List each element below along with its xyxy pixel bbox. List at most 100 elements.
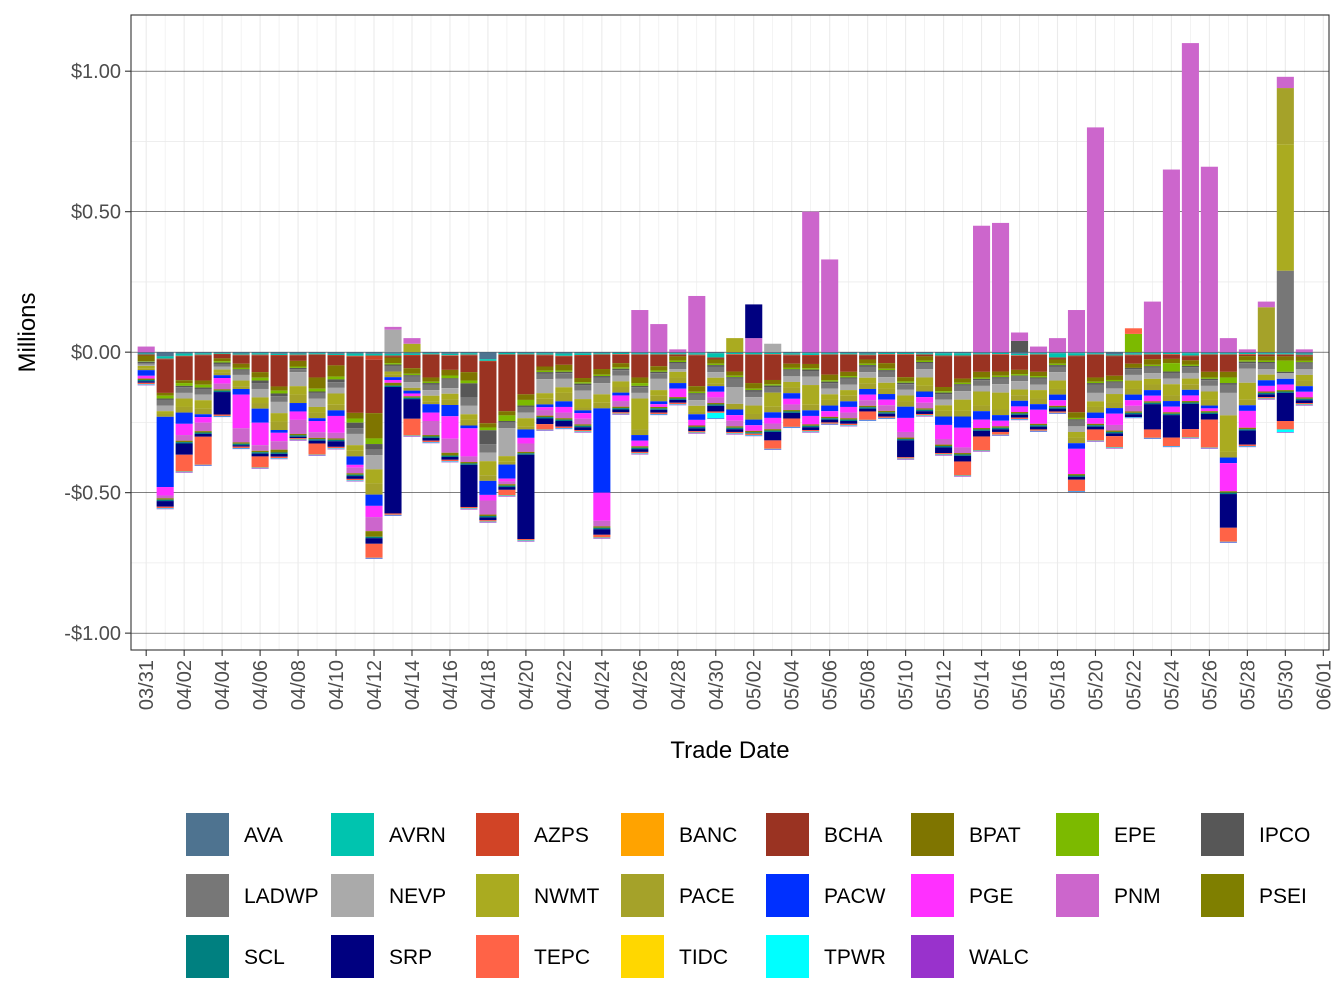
bar-segment-walc (156, 508, 174, 510)
bar-segment-avrn (859, 353, 877, 355)
bar-segment-pge (650, 404, 668, 407)
bar-segment-avrn (1276, 353, 1294, 355)
bar-segment-tepc (1162, 437, 1180, 447)
bar-segment-ipco (308, 391, 326, 393)
bar-segment-epe (593, 374, 611, 377)
bar-segment-ladwp (1124, 369, 1142, 375)
bar-segment-bpat (574, 378, 592, 383)
bar-segment-avrn (1029, 353, 1048, 355)
legend-label-nevp: NEVP (389, 885, 446, 908)
bar-segment-psei (973, 428, 991, 430)
bar-segment-azps (783, 354, 801, 356)
bar-segment-ladwp (726, 378, 744, 388)
legend-key-nwmt (476, 874, 519, 917)
bar-segment-srp (270, 453, 288, 457)
bar-segment-psei (1276, 390, 1294, 392)
bar-segment-nwmt (1181, 378, 1199, 385)
bar-segment-epe (403, 373, 421, 376)
bar-segment-srp (1086, 426, 1105, 430)
bar-segment-epe (1162, 363, 1180, 372)
bar-segment-pacw (1257, 380, 1275, 386)
bar-segment-srp (517, 454, 535, 540)
bar-segment-pace (289, 394, 307, 404)
bar-segment-tpwr (1086, 440, 1105, 442)
x-tick-label: 04/30 (706, 660, 728, 710)
bar-segment-pge (251, 422, 269, 446)
bar-segment-ipco (137, 361, 155, 364)
bar-segment-ipco (726, 377, 744, 379)
bar-segment-tpwr (1067, 490, 1086, 492)
bar-segment-epe (232, 367, 250, 370)
bar-segment-psei (954, 453, 972, 455)
bar-segment-ava (1086, 352, 1105, 354)
bar-segment-pnm (707, 397, 725, 404)
bar-segment-tpwr (897, 458, 915, 460)
bar-segment-epe (783, 367, 801, 370)
bar-segment-ava (555, 352, 573, 354)
bar-segment-tpwr (517, 540, 535, 541)
bar-segment-tepc (498, 489, 516, 496)
bar-segment-pnm (156, 495, 174, 499)
bar-segment-pacw (137, 370, 155, 376)
bar-segment-bpat (726, 371, 744, 376)
bar-segment-pacw (669, 383, 687, 389)
bar-segment-srp (1029, 426, 1048, 430)
bar-segment-pge (745, 425, 763, 431)
bar-segment-avrn (175, 353, 193, 356)
bar-segment-nwmt (916, 377, 934, 386)
bar-segment-pnm (593, 520, 611, 527)
bar-segment-pace (726, 403, 744, 410)
bar-segment-tepc (954, 461, 972, 476)
bar-segment-bcha (612, 354, 630, 364)
bar-segment-nwmt (935, 405, 953, 411)
bar-segment-tpwr (783, 426, 801, 428)
bar-segment-nevp (1010, 381, 1029, 390)
bar-segment-nevp (213, 366, 231, 370)
bar-segment-bcha (897, 354, 915, 378)
bar-segment-tpwr (954, 475, 972, 477)
legend-key-pge (911, 874, 954, 917)
bar-segment-epe (935, 391, 953, 393)
bar-segment-nevp (308, 398, 326, 407)
bar-segment-pge (897, 417, 915, 432)
bar-segment-pge (726, 415, 744, 421)
bar-segment-pacw (365, 494, 383, 506)
bar-segment-bcha (270, 355, 288, 387)
bar-segment-epe (612, 367, 630, 369)
bar-segment-nevp (270, 401, 288, 414)
bar-segment-walc (916, 415, 934, 417)
bar-segment-nevp (1048, 372, 1067, 381)
bar-segment-tepc (384, 513, 402, 515)
bar-segment-pacw (726, 409, 744, 416)
bar-segment-azps (498, 354, 516, 355)
bar-segment-pace (156, 413, 174, 417)
legend-key-bpat (911, 813, 954, 856)
bar-segment-bpat (1067, 412, 1086, 418)
bar-segment-pnm (973, 225, 991, 353)
bar-segment-ipco (232, 369, 250, 371)
bar-segment-bpat (745, 383, 763, 389)
bar-segment-ladwp (1257, 363, 1275, 370)
bar-segment-pace (707, 383, 725, 387)
bar-segment-nevp (897, 389, 915, 396)
bar-segment-nwmt (536, 393, 554, 399)
bar-segment-nwmt (593, 394, 611, 403)
bar-segment-walc (593, 538, 611, 539)
bar-segment-scl (460, 463, 478, 465)
bar-segment-pace (669, 377, 687, 384)
legend-key-tepc (476, 935, 519, 978)
bar-segment-ladwp (536, 373, 554, 380)
bar-segment-nevp (802, 376, 820, 386)
bar-segment-tepc (213, 414, 231, 416)
bar-segment-pace (1295, 380, 1313, 387)
bar-segment-azps (137, 354, 155, 355)
bar-segment-walc (327, 448, 345, 450)
bar-segment-tpwr (878, 417, 896, 419)
bar-segment-pnm (555, 412, 573, 419)
y-tick-label: -$0.50 (64, 483, 121, 505)
bar-segment-tpwr (1276, 429, 1294, 433)
bar-segment-pnm (669, 349, 687, 353)
bar-segment-nevp (650, 378, 668, 391)
bar-segment-srp (764, 431, 782, 441)
bar-segment-bcha (1105, 356, 1124, 376)
